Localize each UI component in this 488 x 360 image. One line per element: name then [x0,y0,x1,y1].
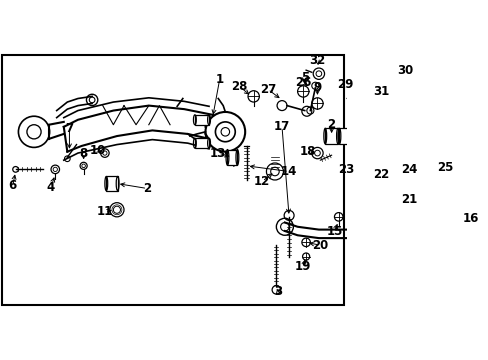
Text: 11: 11 [97,206,113,219]
Bar [195,138,208,148]
Text: 4: 4 [47,181,55,194]
Text: 2: 2 [327,118,335,131]
Bar [227,149,237,165]
Text: 5: 5 [300,71,308,84]
Text: 18: 18 [300,145,316,158]
Text: 15: 15 [325,225,342,238]
Text: 3: 3 [273,285,281,298]
Bar [195,115,208,125]
Text: 10: 10 [89,144,106,157]
Text: 28: 28 [231,80,247,93]
Text: 8: 8 [80,147,87,159]
Text: 31: 31 [372,85,388,98]
Text: 25: 25 [436,161,452,174]
Text: 9: 9 [313,81,321,94]
Text: 23: 23 [337,163,353,176]
Text: 2: 2 [143,182,151,195]
Text: 14: 14 [280,165,297,178]
Text: 6: 6 [9,179,17,192]
Text: 24: 24 [401,163,417,176]
Bar [325,128,337,144]
Text: 20: 20 [311,239,328,252]
Text: 27: 27 [259,83,275,96]
Text: 21: 21 [401,193,417,206]
Text: 19: 19 [294,260,311,273]
Text: 13: 13 [210,147,226,159]
Text: 30: 30 [396,64,413,77]
Circle shape [205,112,244,152]
Text: 16: 16 [462,212,478,225]
Text: 29: 29 [337,78,353,91]
Text: 12: 12 [254,175,270,188]
Text: 22: 22 [372,168,388,181]
Bar [106,176,118,191]
Text: 32: 32 [309,54,325,67]
Text: 26: 26 [294,76,311,89]
Text: 17: 17 [273,120,289,133]
Text: 7: 7 [65,122,73,135]
Bar [339,128,351,144]
Text: 1: 1 [215,73,224,86]
